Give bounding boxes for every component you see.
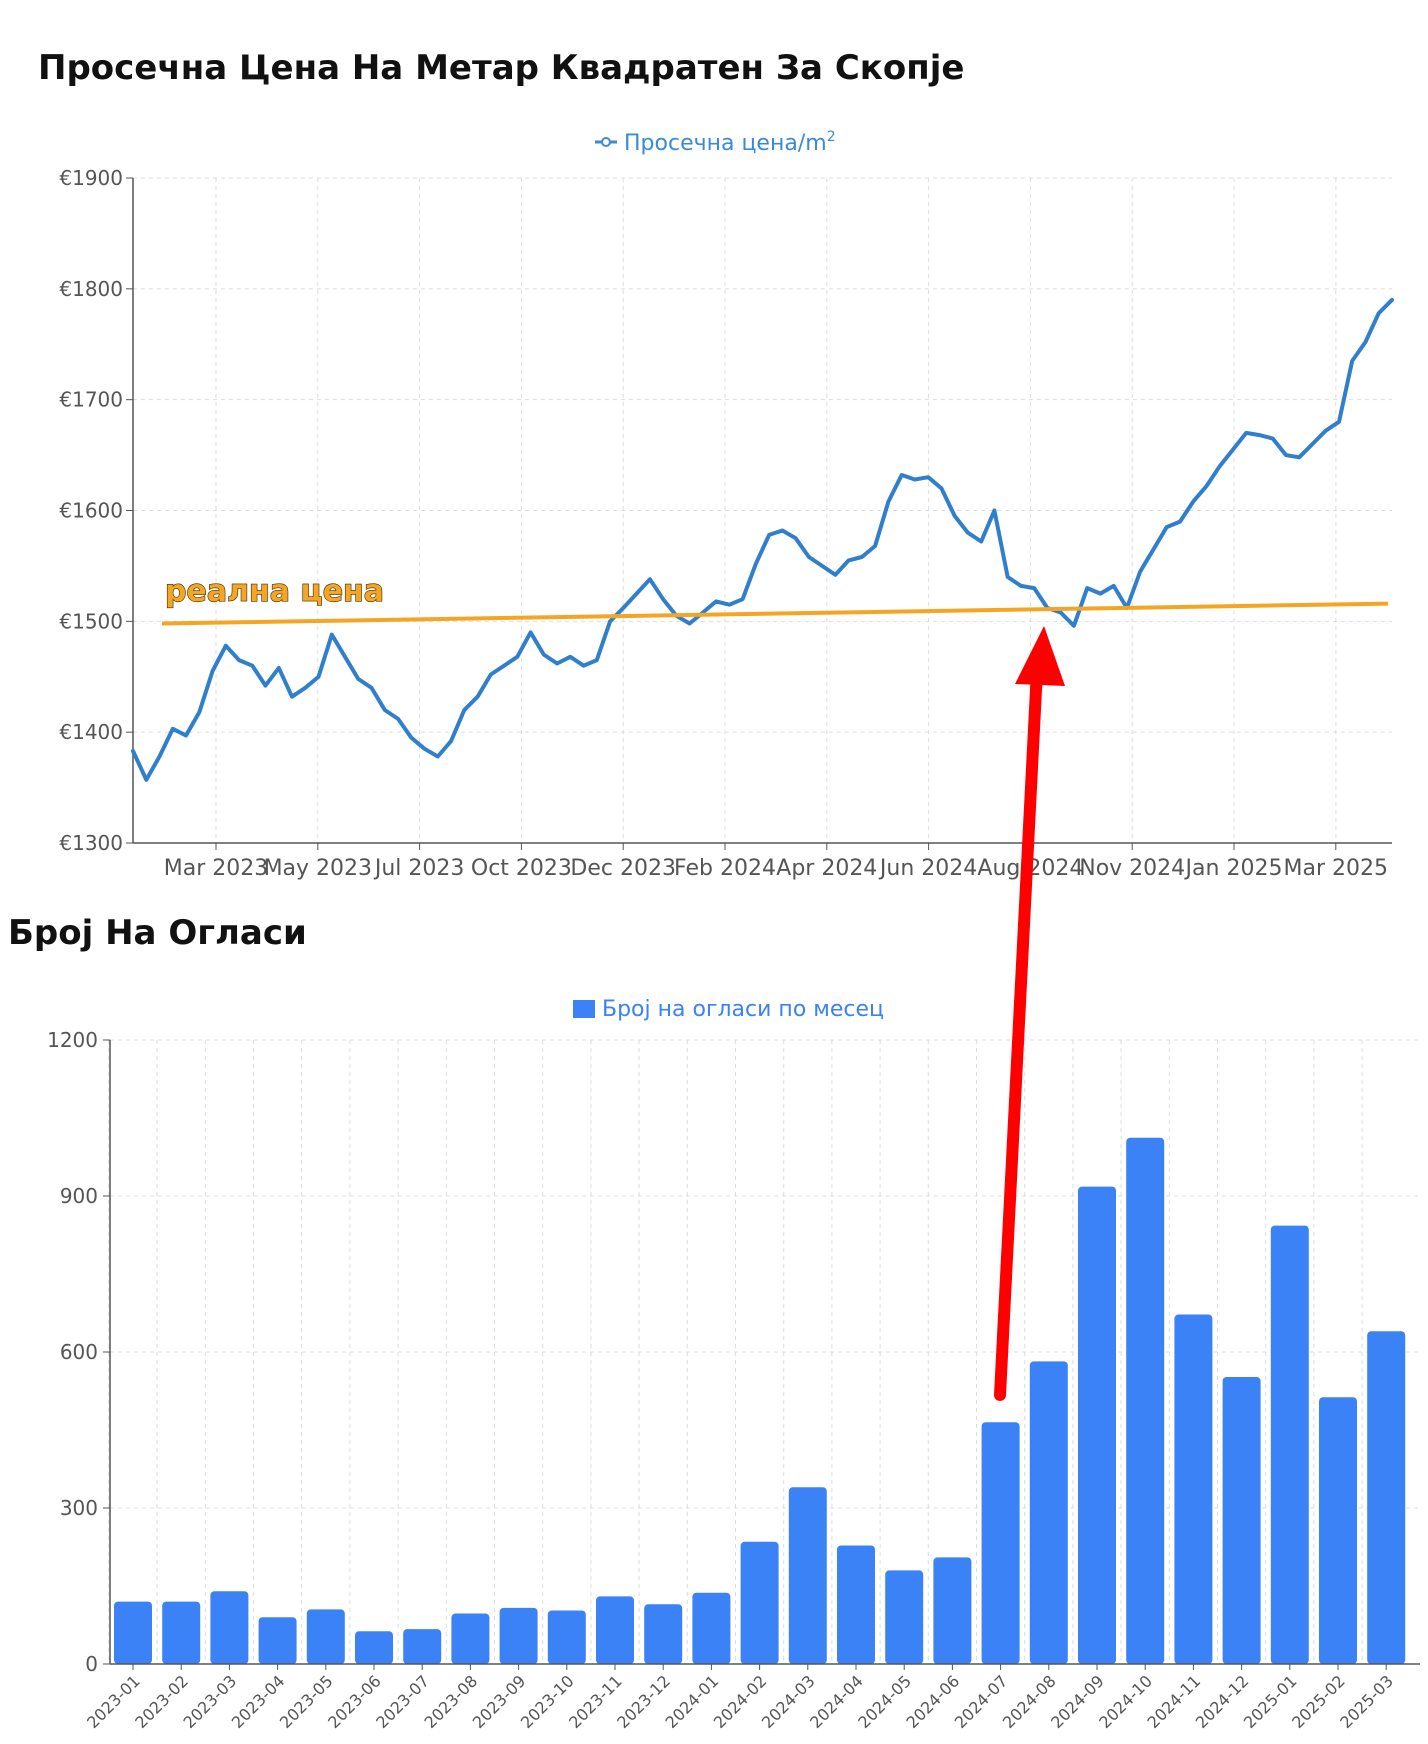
listings-bar (547, 1610, 586, 1664)
listings-y-tick-label: 0 (85, 1652, 98, 1676)
listings-bar (403, 1629, 442, 1664)
listings-bar (1222, 1376, 1261, 1664)
listings-bar (1319, 1397, 1357, 1664)
price-x-tick-label: Dec 2023 (570, 856, 676, 881)
listings-bar (1029, 1361, 1068, 1664)
listings-x-tick-label: 2025-03 (1336, 1671, 1397, 1732)
price-x-tick-label: Jun 2024 (878, 856, 977, 881)
listings-y-tick-label: 900 (60, 1184, 98, 1208)
listings-y-tick-label: 600 (60, 1340, 98, 1364)
listings-chart-title: Број На Огласи (8, 913, 307, 953)
price-x-tick-label: Jul 2023 (373, 856, 465, 881)
trend-label: реална цена (165, 574, 384, 609)
listings-bar (981, 1422, 1020, 1664)
price-x-tick-label: Jan 2025 (1184, 856, 1283, 881)
price-legend[interactable]: Просечна цена/m2 (595, 129, 836, 156)
listings-bar (210, 1591, 249, 1664)
listings-y-tick-label: 1200 (47, 1028, 98, 1052)
svg-text:Просечна цена/m2: Просечна цена/m2 (624, 129, 836, 156)
listings-bar (1078, 1186, 1116, 1664)
listings-bar (692, 1592, 731, 1664)
trend-line-real-price (161, 601, 1389, 626)
arrow-head (1015, 626, 1065, 686)
price-y-tick-label: €1300 (59, 831, 123, 855)
price-x-tick-label: Mar 2025 (1284, 856, 1389, 881)
listings-bar (355, 1631, 393, 1664)
listings-bar (1126, 1137, 1165, 1664)
listings-bar (451, 1613, 490, 1664)
listings-bar (885, 1570, 924, 1664)
listings-bar (644, 1604, 683, 1664)
listings-legend[interactable]: Број на огласи по месец (573, 997, 884, 1022)
price-x-tick-label: Apr 2024 (776, 856, 877, 881)
listings-bar (306, 1609, 345, 1664)
arrow-shaft (994, 664, 1043, 1401)
price-x-tick-label: Nov 2024 (1079, 856, 1185, 881)
price-y-tick-label: €1600 (59, 499, 123, 523)
price-y-tick-label: €1400 (59, 720, 123, 744)
listings-legend-swatch (573, 1000, 595, 1018)
price-x-tick-label: Mar 2023 (164, 856, 269, 881)
listings-legend-label: Број на огласи по месец (602, 997, 884, 1022)
listings-y-axis-ticks: 1200 900 600 300 0 (47, 1028, 110, 1676)
price-y-tick-label: €1800 (59, 277, 123, 301)
listings-bar (740, 1541, 779, 1664)
price-chart-title: Просечна Цена На Метар Квадратен За Скоп… (38, 48, 964, 88)
listings-y-tick-label: 300 (60, 1496, 98, 1520)
listings-bar (596, 1596, 634, 1664)
listings-bar (1270, 1225, 1309, 1664)
listings-bar (933, 1557, 972, 1664)
listings-bar (499, 1607, 538, 1664)
price-x-tick-label: May 2023 (264, 856, 372, 881)
price-legend-swatch-marker (601, 137, 611, 147)
price-y-tick-label: €1500 (59, 609, 123, 633)
price-x-tick-label: Feb 2024 (674, 856, 776, 881)
listings-bar (1174, 1314, 1213, 1664)
price-x-tick-label: Oct 2023 (471, 856, 572, 881)
price-legend-label: Просечна цена/m (624, 131, 827, 156)
price-grid (133, 177, 1392, 844)
listings-bar (1367, 1331, 1406, 1664)
listings-bar (837, 1545, 875, 1664)
annotation-arrow (994, 626, 1065, 1401)
listings-bars (114, 1137, 1406, 1664)
price-y-tick-label: €1700 (59, 388, 123, 412)
price-series-line (131, 297, 1394, 782)
price-y-axis-ticks: €1900 €1800 €1700 €1600 €1500 €1400 €1300 (59, 166, 133, 855)
listings-x-axis-ticks: 2023-012023-022023-032023-042023-052023-… (83, 1664, 1397, 1732)
listings-bar (788, 1487, 827, 1664)
price-y-tick-label: €1900 (59, 166, 123, 190)
price-legend-superscript: 2 (827, 129, 836, 145)
listings-bar (258, 1617, 297, 1664)
listings-bar (162, 1601, 201, 1664)
listings-bar (114, 1601, 152, 1664)
